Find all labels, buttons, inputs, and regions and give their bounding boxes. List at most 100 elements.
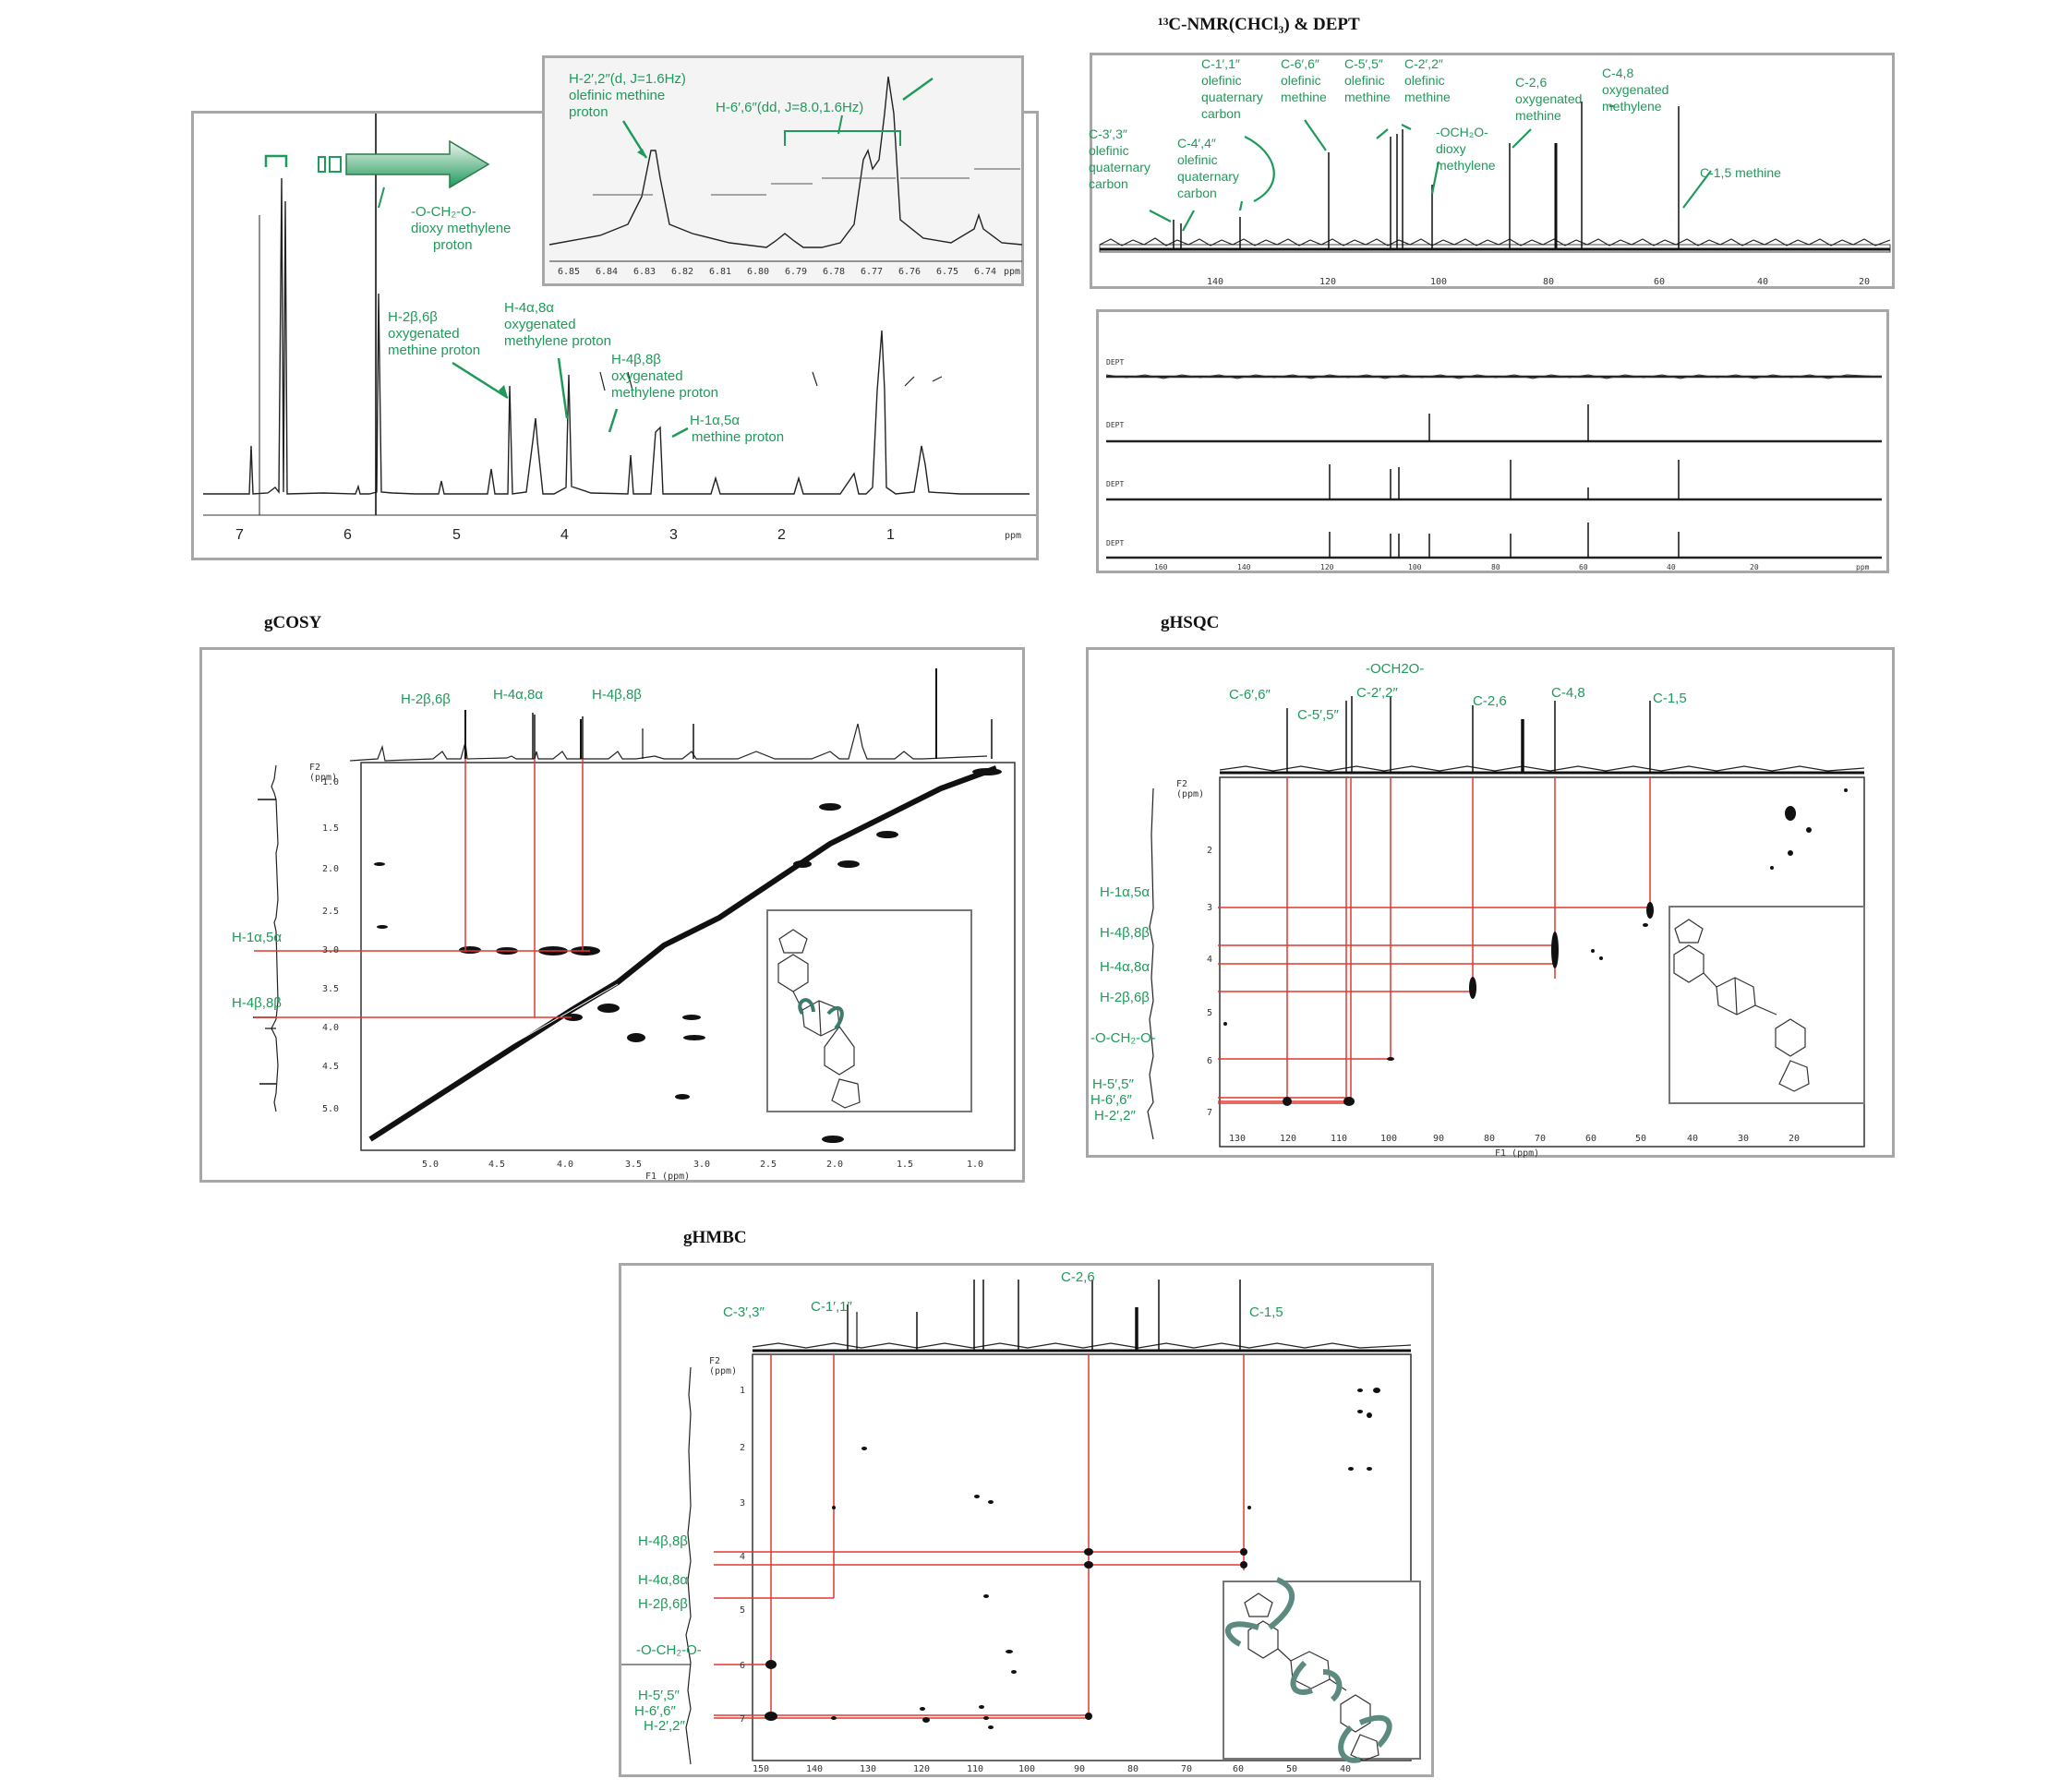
inset-annotation-h22-line1: olefinic methine	[569, 88, 666, 103]
h1-annotation-och2o-line2: proton	[433, 237, 473, 253]
dept-xtick: 100	[1408, 563, 1422, 571]
c13-annotation-c55-line1: olefinic	[1344, 73, 1385, 88]
c13-label-c44: C-4′,4″ olefinic quaternary carbon	[1177, 135, 1239, 201]
c13-xtick: 120	[1319, 277, 1337, 287]
ghmbc-ylabel: F2 (ppm)	[709, 1356, 738, 1376]
dept-xtick: 160	[1154, 563, 1168, 571]
c13-annotation-c48: C-4,8	[1602, 66, 1634, 80]
inset-xtick: 6.79	[785, 267, 808, 277]
c13-annotation-c44-line1: olefinic	[1177, 152, 1218, 167]
h1-inset-spectrum	[548, 76, 1023, 262]
gcosy-xtick: 5.0	[422, 1160, 440, 1170]
ghmbc-xtick: 60	[1233, 1764, 1245, 1774]
c13-annotation-c33-line2: quaternary	[1089, 160, 1150, 174]
ghmbc-xtick: 70	[1181, 1764, 1193, 1774]
ghsqc-xlabel: F1 (ppm)	[1495, 1148, 1540, 1159]
gcosy-xtick: 4.5	[488, 1160, 506, 1170]
inset-label-h22: H-2′,2″(d, J=1.6Hz) olefinic methine pro…	[569, 71, 686, 121]
inset-xtick: 6.75	[936, 267, 959, 277]
inset-xtick: 6.85	[558, 267, 581, 277]
inset-annotation-h22-line2: proton	[569, 104, 608, 120]
c13-annotation-c55-line2: methine	[1344, 90, 1391, 104]
h1-annotation-h15: H-1α,5α	[690, 413, 741, 428]
c13-label-c55: C-5′,5″ olefinic methine	[1344, 55, 1391, 105]
ghmbc-ytick: 7	[740, 1714, 746, 1725]
inset-xtick: 6.77	[861, 267, 884, 277]
ghmbc-top-label: C-1,5	[1249, 1304, 1283, 1320]
dept-xtick: 80	[1491, 563, 1500, 571]
ghsqc-left-label: H-1α,5α	[1100, 884, 1150, 900]
inset-label-h66: H-6′,6″(dd, J=8.0,1.6Hz)	[716, 100, 864, 115]
inset-xtick: 6.81	[709, 267, 732, 277]
gcosy-ytick: 1.0	[322, 777, 340, 787]
ghsqc-ylabel: F2 (ppm)	[1176, 779, 1205, 799]
ghmbc-xtick: 80	[1127, 1764, 1139, 1774]
ghmbc-left-label: H-4β,8β	[638, 1533, 688, 1549]
ghmbc-xtick: 110	[967, 1764, 984, 1774]
gcosy-xtick: 4.0	[557, 1160, 574, 1170]
ghmbc-left-label: H-2′,2″	[644, 1718, 685, 1734]
c13-annotation-c33-line1: olefinic	[1089, 143, 1129, 158]
ghsqc-top-label: C-5′,5″	[1297, 707, 1339, 723]
c13-spectrum	[1099, 102, 1891, 253]
ghmbc-panel: C-3′,3″ C-1′,1″ C-2,6 C-1,5 H-4β,8β H-4α…	[619, 1263, 1434, 1777]
dept-spectrum	[1105, 374, 1883, 559]
ghsqc-top-label: -OCH2O-	[1366, 661, 1425, 677]
h1-xtick: 2	[777, 527, 786, 543]
ghsqc-left-label: H-6′,6″	[1090, 1092, 1132, 1108]
c13-annotation-c44-line3: carbon	[1177, 186, 1217, 200]
c13-label-c15: C-1,5 methine	[1700, 165, 1781, 180]
c13-annotation-c66: C-6′,6″	[1281, 56, 1319, 71]
methylenedioxy-lignan-structure	[1668, 906, 1865, 1104]
ghmbc-left-label: H-4α,8α	[638, 1572, 689, 1588]
c13-annotation-c11-line3: carbon	[1201, 106, 1241, 121]
ghsqc-left-label: H-4β,8β	[1100, 925, 1150, 941]
h1-xtick: 4	[560, 527, 569, 543]
ghsqc-top-label: C-2,6	[1473, 693, 1507, 709]
ghsqc-xtick: 110	[1331, 1134, 1348, 1144]
ghsqc-left-label: H-4α,8α	[1100, 959, 1150, 975]
h1-label-och2o: -O-CH₂-O- dioxy methylene proton	[411, 204, 511, 254]
inset-xtick: 6.76	[898, 267, 922, 277]
ghsqc-top-label: C-6′,6″	[1229, 687, 1271, 703]
gcosy-ytick: 4.5	[322, 1062, 340, 1072]
inset-xtick: 6.80	[747, 267, 770, 277]
gcosy-xtick: 1.0	[967, 1160, 984, 1170]
c13-xtick: 140	[1207, 277, 1224, 287]
h1-annotation-och2o-line1: dioxy methylene	[411, 221, 512, 236]
ghmbc-xtick: 100	[1018, 1764, 1036, 1774]
ghmbc-ytick: 3	[740, 1498, 746, 1509]
gcosy-ytick: 2.5	[322, 907, 340, 917]
gcosy-top-label: H-2β,6β	[401, 691, 451, 707]
gcosy-ytick: 2.0	[322, 864, 340, 874]
c13-annotation-c11-line1: olefinic	[1201, 73, 1242, 88]
ghsqc-xtick: 70	[1535, 1134, 1547, 1144]
h1-annotation-h26-line1: oxygenated	[388, 326, 460, 342]
gcosy-left-label: H-1α,5α	[232, 930, 283, 945]
ghsqc-xtick: 20	[1789, 1134, 1801, 1144]
ghmbc-xtick: 40	[1340, 1764, 1352, 1774]
c13-annotation-och2o: -OCH₂O-	[1436, 125, 1488, 139]
dept-xtick-unit: ppm	[1856, 563, 1870, 571]
ghsqc-xtick: 60	[1585, 1134, 1597, 1144]
ghmbc-left-label: -O-CH₂-O-	[636, 1642, 702, 1658]
c13-label-och2o: -OCH₂O- dioxy methylene	[1436, 124, 1496, 174]
gcosy-top-label: H-4β,8β	[592, 687, 642, 703]
c13-annotation-c26: C-2,6	[1515, 75, 1548, 90]
dept-xtick: 60	[1579, 563, 1588, 571]
gcosy-ytick: 5.0	[322, 1104, 340, 1114]
gcosy-xtick: 2.5	[760, 1160, 777, 1170]
ghsqc-left-label: H-2′,2″	[1094, 1108, 1136, 1124]
c13-xtick: 100	[1430, 277, 1448, 287]
c13-xtick: 40	[1757, 277, 1769, 287]
ghmbc-ytick: 1	[740, 1386, 746, 1396]
ghsqc-ytick: 3	[1207, 903, 1213, 913]
c13-annotation-c48-line2: methylene	[1602, 99, 1662, 114]
c13-annotation-c22-line1: olefinic	[1404, 73, 1445, 88]
h1-annotation-h26-line2: methine proton	[388, 343, 481, 358]
c13-annotation-c55: C-5′,5″	[1344, 56, 1383, 71]
ghsqc-ytick: 4	[1207, 955, 1213, 965]
ghmbc-ytick: 5	[740, 1605, 746, 1616]
dept-xtick: 120	[1320, 563, 1334, 571]
ghsqc-xtick: 30	[1738, 1134, 1750, 1144]
